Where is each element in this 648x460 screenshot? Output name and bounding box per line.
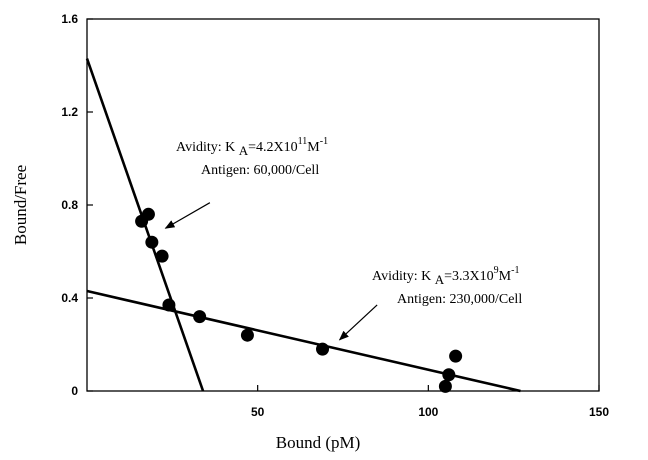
annotation-antigen: Antigen: 60,000/Cell [201,163,319,178]
data-point [442,368,456,382]
y-tick-label: 0.4 [61,291,78,305]
data-point [193,310,207,324]
y-tick-label: 1.6 [61,12,78,26]
axes: 0 0.4 0.8 1.2 1.6 50 100 150 [61,12,609,419]
data-point [438,379,452,393]
data-point [141,207,155,221]
x-tick-label: 150 [589,405,609,419]
annotation: Avidity: K A=3.3X109M-1 Antigen: 230,000/… [338,265,522,341]
x-tick-label: 100 [418,405,438,419]
annotation-arrow [338,304,378,341]
x-tick-label: 50 [251,405,265,419]
data-point [316,342,330,356]
fit-lines [85,58,521,393]
annotation-avidity: Avidity: K A=4.2X1011M-1 [176,136,328,158]
plot-frame [86,18,600,392]
data-point [155,249,169,263]
x-axis-title: Bound (pM) [276,433,361,452]
annotation-antigen: Antigen: 230,000/Cell [397,292,522,307]
y-tick-label: 0 [71,384,78,398]
data-point [145,235,159,249]
data-point [240,328,254,342]
data-point [449,349,463,363]
y-tick-label: 1.2 [61,105,78,119]
data-points [135,207,463,393]
data-point [162,298,176,312]
annotation: Avidity: K A=4.2X1011M-1 Antigen: 60,000/… [164,136,328,229]
annotations: Avidity: K A=4.2X1011M-1 Antigen: 60,000/… [164,136,522,341]
annotation-arrow [164,202,211,229]
y-axis-title: Bound/Free [11,165,30,245]
annotation-avidity: Avidity: K A=3.3X109M-1 [372,265,519,287]
y-tick-label: 0.8 [61,198,78,212]
